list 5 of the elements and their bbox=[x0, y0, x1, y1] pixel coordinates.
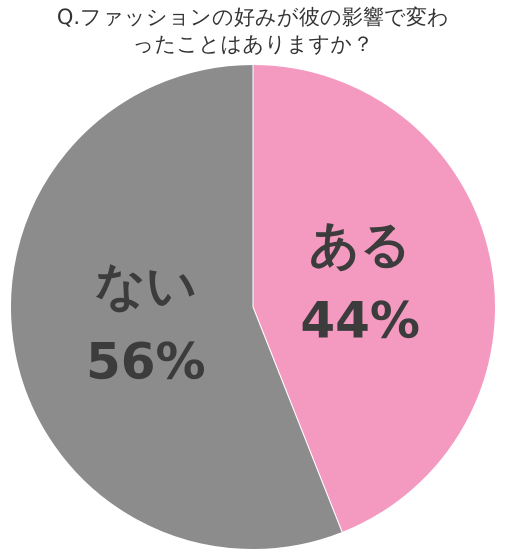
data-label: 56% bbox=[86, 332, 206, 390]
chart-title: Q.ファッションの好みが彼の影響で変わったことはありますか？ bbox=[56, 4, 450, 58]
slice-label: ない bbox=[94, 256, 197, 314]
slice-label: ある bbox=[309, 216, 412, 274]
data-label: 44% bbox=[300, 292, 420, 350]
